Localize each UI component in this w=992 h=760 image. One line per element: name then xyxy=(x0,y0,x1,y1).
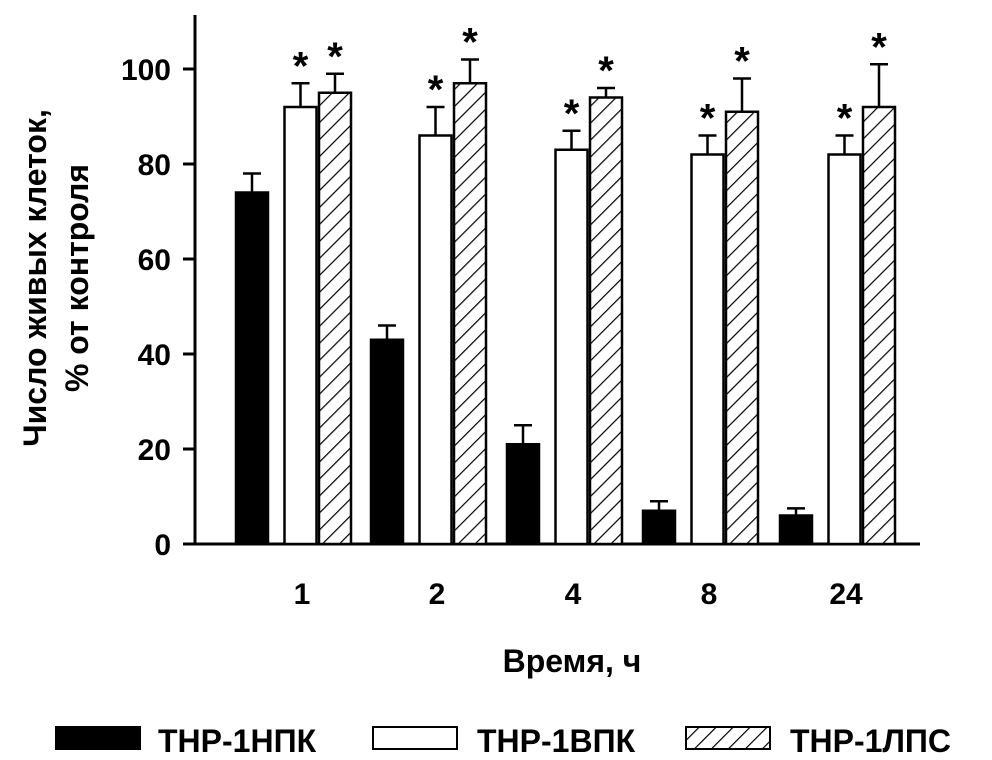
x-tick-label: 1 xyxy=(294,578,311,611)
legend-label-series-1: THP-1НПК xyxy=(158,723,317,759)
significance-marker: * xyxy=(700,97,716,141)
bar xyxy=(505,443,541,546)
x-axis-title: Время, ч xyxy=(503,643,642,679)
bar xyxy=(641,509,677,546)
legend-swatch-series-1 xyxy=(55,726,141,750)
y-tick-label: 60 xyxy=(138,244,171,277)
bar xyxy=(861,105,897,546)
bar xyxy=(234,191,270,546)
significance-marker: * xyxy=(837,97,853,141)
legend-swatch-series-2 xyxy=(372,726,458,750)
legend-label-series-2: THP-1ВПК xyxy=(477,723,636,759)
significance-marker: * xyxy=(871,25,887,69)
y-axis: 0 20 40 60 80 100 xyxy=(121,15,197,562)
legend-swatch-series-3 xyxy=(685,726,771,750)
x-tick-label: 8 xyxy=(701,578,718,611)
x-tick-label: 2 xyxy=(429,578,446,611)
bar xyxy=(778,514,814,546)
significance-marker: * xyxy=(564,92,580,136)
bar xyxy=(418,134,453,546)
significance-marker: * xyxy=(462,21,478,65)
bar xyxy=(827,153,862,546)
y-axis-title-line2: % от контроля xyxy=(59,164,95,392)
significance-marker: * xyxy=(734,40,750,84)
significance-marker: * xyxy=(327,35,343,79)
y-tick-label: 80 xyxy=(138,149,171,182)
legend: THP-1НПК THP-1ВПК THP-1ЛПС xyxy=(55,723,951,759)
y-tick-label: 20 xyxy=(138,434,171,467)
legend-label-series-3: THP-1ЛПС xyxy=(790,723,951,759)
x-axis: 1 2 4 8 24 xyxy=(193,542,920,611)
bar xyxy=(317,91,353,546)
y-tick-label: 0 xyxy=(154,529,171,562)
bar xyxy=(452,82,488,546)
bar xyxy=(554,148,589,546)
bar xyxy=(283,105,318,546)
x-tick-label: 4 xyxy=(565,578,582,611)
x-tick-label: 24 xyxy=(829,578,863,611)
bar xyxy=(724,110,760,546)
significance-marker: * xyxy=(428,68,444,112)
y-tick-label: 100 xyxy=(121,54,171,87)
significance-marker: * xyxy=(598,49,614,93)
bar xyxy=(369,338,405,546)
y-tick-label: 40 xyxy=(138,339,171,372)
bar xyxy=(690,153,725,546)
significance-marker: * xyxy=(293,44,309,88)
y-axis-title-line1: Число живых клеток, xyxy=(17,109,53,447)
bar xyxy=(588,96,624,546)
bars-group: * * * * * * * * * * xyxy=(234,21,897,546)
